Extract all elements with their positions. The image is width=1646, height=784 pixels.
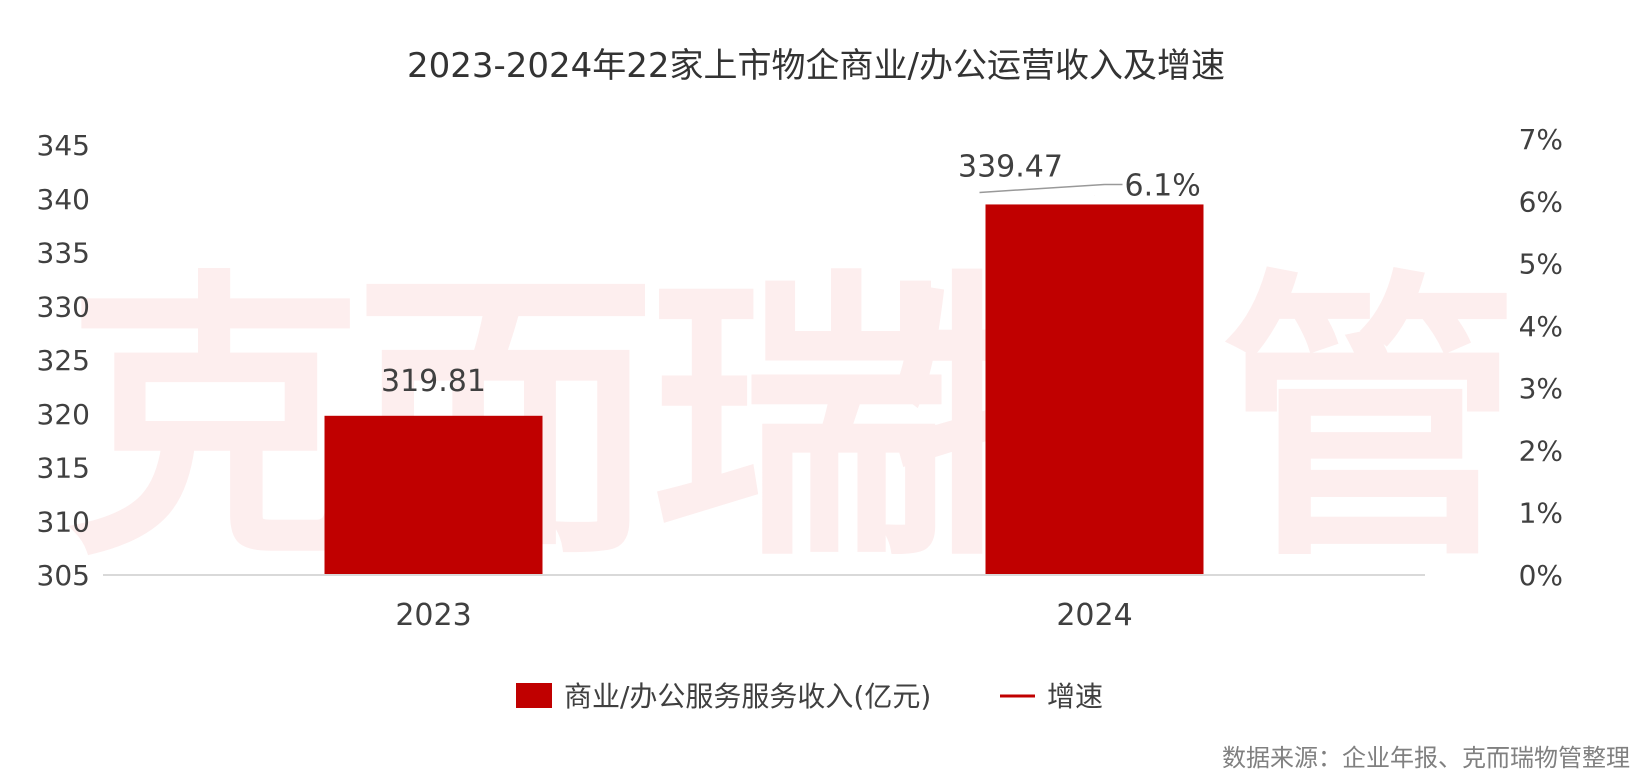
right-y-tick-label: 6%: [1519, 185, 1563, 218]
left-y-tick-label: 325: [37, 344, 90, 377]
left-y-tick-label: 305: [37, 559, 90, 592]
legend: 商业/办公服务服务收入(亿元) 增速: [516, 680, 1103, 713]
right-y-tick-label: 2%: [1519, 434, 1563, 467]
x-tick-label: 2023: [395, 598, 471, 633]
watermark: 克而瑞物管: [65, 247, 1520, 596]
growth-series: 339.47 6.1%: [958, 149, 1201, 203]
growth-leader-line: [979, 183, 1105, 194]
right-y-tick-label: 1%: [1519, 497, 1563, 530]
right-y-tick-label: 7%: [1519, 123, 1563, 156]
bar-data-label: 339.47: [958, 149, 1063, 184]
bar-series: 319.81: [324, 204, 1204, 575]
right-y-tick-label: 3%: [1519, 372, 1563, 405]
left-y-tick-label: 310: [37, 505, 90, 538]
watermark-glyph: 管: [1220, 247, 1520, 596]
legend-bar-swatch: [516, 683, 552, 708]
left-y-tick-label: 335: [37, 237, 90, 270]
x-tick-label: 2024: [1056, 598, 1132, 633]
x-axis: 2023 2024: [103, 574, 1425, 633]
bar: [324, 415, 543, 575]
left-y-tick-label: 315: [37, 452, 90, 485]
bar-data-label: 319.81: [381, 364, 486, 399]
watermark-glyph: 克: [65, 247, 365, 596]
watermark-glyph: 瑞: [650, 247, 950, 596]
left-y-tick-label: 345: [37, 129, 90, 162]
right-y-tick-label: 0%: [1519, 559, 1563, 592]
growth-data-label: 6.1%: [1125, 168, 1201, 203]
source-note: 数据来源：企业年报、克而瑞物管整理: [1222, 744, 1630, 772]
left-y-axis: 305 310 315 320 325 330 335 340 345: [37, 129, 90, 592]
bar: [985, 204, 1204, 575]
legend-bar-label: 商业/办公服务服务收入(亿元): [564, 680, 931, 713]
legend-line-label: 增速: [1047, 680, 1103, 713]
right-y-tick-label: 5%: [1519, 248, 1563, 281]
left-y-tick-label: 330: [37, 290, 90, 323]
chart-title: 2023-2024年22家上市物企商业/办公运营收入及增速: [407, 46, 1225, 86]
right-y-tick-label: 4%: [1519, 310, 1563, 343]
left-y-tick-label: 340: [37, 183, 90, 216]
right-y-axis: 0% 1% 2% 3% 4% 5% 6% 7%: [1519, 123, 1563, 592]
left-y-tick-label: 320: [37, 398, 90, 431]
